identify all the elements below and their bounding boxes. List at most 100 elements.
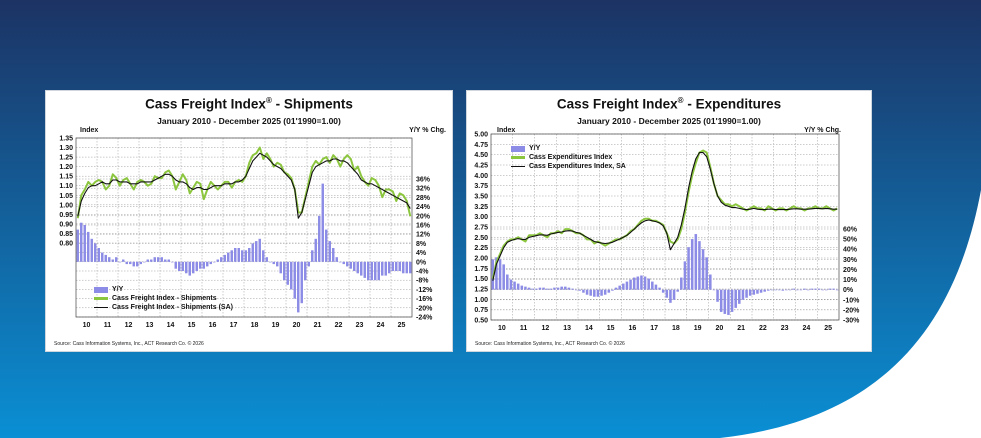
yy-bar: [799, 289, 803, 291]
yy-bar: [129, 261, 132, 265]
yy-bar: [564, 286, 567, 290]
yy-bar: [402, 261, 405, 274]
y2-tick-label: -24%: [416, 315, 433, 322]
y2-tick-label: 60%: [843, 227, 858, 234]
y-tick-label: 1.75: [474, 266, 488, 273]
x-tick-label: 19: [272, 322, 280, 329]
x-tick-label: 10: [498, 325, 506, 332]
y2-tick-label: 8%: [416, 241, 427, 248]
expenditures-chart-panel: Cass Freight Index® - Expenditures Janua…: [466, 90, 872, 352]
yy-bar: [409, 261, 412, 274]
yy-bar: [603, 289, 607, 295]
yy-bar: [709, 274, 712, 290]
yy-bar: [101, 252, 104, 262]
yy-bar: [146, 259, 149, 262]
y-tick-label: 0.95: [59, 212, 73, 219]
yy-bar: [734, 289, 737, 308]
y-axis-label: Index: [497, 127, 516, 134]
yy-bar: [139, 261, 142, 265]
yy-bar: [283, 261, 286, 281]
yy-bar: [335, 257, 338, 262]
legend-item-shipments: Cass Freight Index - Shipments: [94, 294, 233, 303]
y-tick-label: 1.25: [474, 287, 488, 294]
yy-bar: [596, 289, 600, 297]
yy-bar: [560, 286, 563, 290]
yy-bar: [712, 289, 716, 291]
legend-item-yy: Y/Y: [511, 144, 626, 153]
y-tick-label: 0.85: [59, 231, 73, 238]
yy-bar: [506, 274, 509, 290]
yy-bar: [571, 288, 574, 290]
yy-bar: [788, 289, 792, 291]
y-tick-label: 4.00: [474, 173, 488, 180]
yy-bar: [556, 287, 560, 290]
chart-legend: Y/Y Cass Freight Index - Shipments Cass …: [94, 285, 233, 312]
yy-bar: [578, 289, 582, 291]
yy-bar: [244, 250, 247, 262]
yy-bar: [356, 261, 359, 274]
yy-bar: [153, 257, 156, 262]
yy-bar: [629, 279, 632, 290]
yy-bar: [300, 261, 303, 304]
yy-bar: [828, 288, 832, 290]
yy-bar: [293, 261, 296, 299]
y-tick-label: 0.80: [59, 241, 73, 248]
yy-bar: [223, 254, 226, 262]
y2-axis-label: Y/Y % Chg.: [409, 127, 446, 134]
plot-frame: [490, 133, 840, 321]
yy-bar: [157, 257, 160, 262]
x-tick-label: 24: [377, 322, 385, 329]
x-tick-label: 14: [585, 325, 593, 332]
yy-bar: [388, 261, 391, 274]
yy-bar: [763, 289, 766, 292]
yy-bar: [585, 289, 589, 295]
x-tick-label: 14: [167, 322, 175, 329]
yy-bar: [825, 289, 828, 291]
yy-bar: [759, 289, 763, 293]
yy-bar: [339, 261, 342, 263]
yy-bar: [516, 283, 520, 290]
yy-bar: [756, 289, 759, 294]
yy-bar: [658, 287, 661, 290]
yy-bar: [328, 241, 331, 262]
yy-bar: [255, 241, 258, 262]
yy-bar: [272, 261, 275, 265]
yy-bar: [377, 261, 380, 281]
y2-tick-label: 20%: [416, 213, 431, 220]
yy-bar: [136, 261, 139, 267]
yy-bar: [698, 241, 701, 290]
yy-bar: [321, 183, 324, 262]
yy-bar: [381, 261, 384, 276]
yy-bar: [625, 281, 629, 290]
yy-bar: [94, 243, 97, 262]
yy-bar: [395, 261, 398, 271]
y-tick-label: 1.00: [59, 202, 73, 209]
y-tick-label: 2.00: [474, 256, 488, 263]
yy-bar: [115, 257, 118, 262]
yy-bar: [262, 250, 265, 262]
y-tick-label: 2.50: [474, 235, 488, 242]
yy-bar: [719, 289, 723, 312]
yy-bar: [520, 285, 524, 290]
yy-bar: [367, 261, 370, 281]
legend-item-yy: Y/Y: [94, 285, 233, 294]
yy-bar: [248, 248, 251, 262]
chart-subtitle: January 2010 - December 2025 (01'1990=1.…: [577, 116, 761, 126]
y-tick-label: 4.75: [474, 142, 488, 149]
x-tick-label: 15: [607, 325, 615, 332]
yy-bar: [524, 286, 527, 290]
yy-bar: [132, 261, 135, 267]
yy-bar: [297, 261, 300, 313]
y2-tick-label: 10%: [843, 277, 858, 284]
yy-bar: [125, 261, 128, 265]
y2-tick-label: 40%: [843, 247, 858, 254]
y-tick-label: 1.05: [59, 193, 73, 200]
yy-bar: [286, 261, 289, 285]
yy-bar: [391, 261, 394, 271]
yy-bar: [723, 289, 727, 314]
yy-bar: [767, 289, 770, 291]
yy-bar: [181, 261, 184, 271]
x-tick-label: 23: [356, 322, 364, 329]
yy-bar: [276, 261, 279, 267]
y2-tick-label: 20%: [843, 267, 858, 274]
